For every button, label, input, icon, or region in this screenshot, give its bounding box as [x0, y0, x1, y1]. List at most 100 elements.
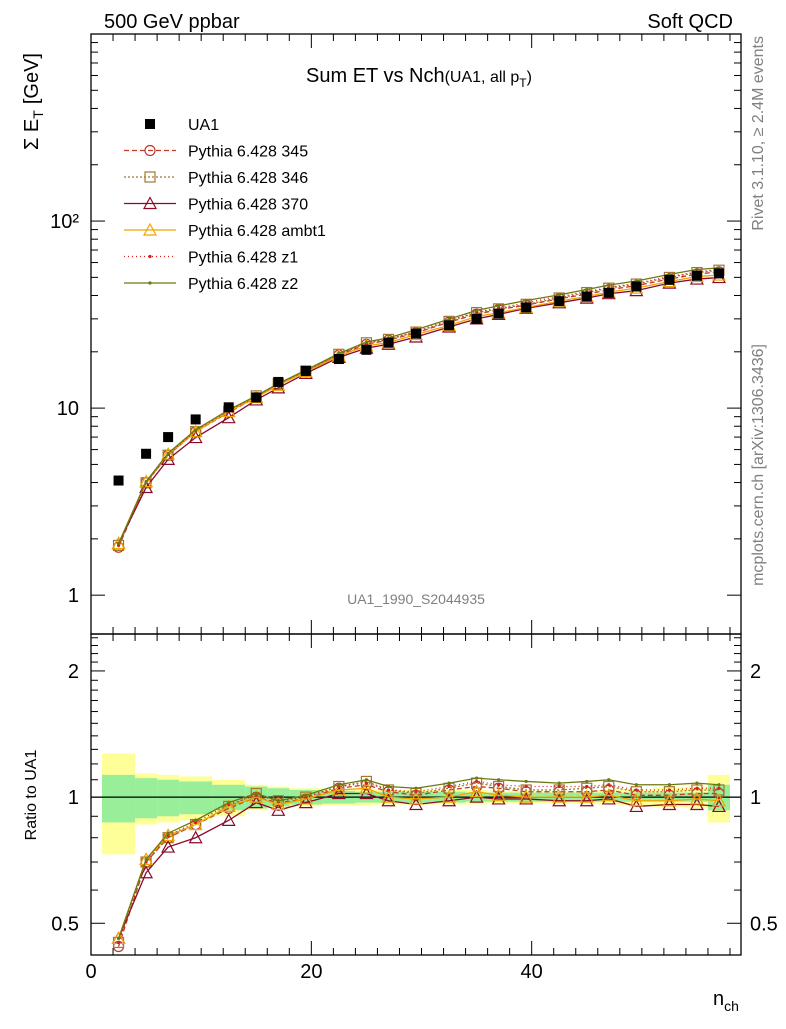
series-marker	[601, 788, 616, 801]
series-marker	[662, 797, 677, 811]
header-right-label: Soft QCD	[647, 11, 733, 33]
series-marker	[188, 424, 203, 438]
ratio-plot-frame	[90, 633, 742, 956]
series-marker	[695, 786, 699, 790]
x-axis-label: nch	[713, 988, 739, 1014]
series-marker	[493, 780, 505, 793]
ratio-series	[111, 775, 726, 953]
series-marker	[254, 791, 258, 796]
series-marker	[414, 790, 418, 794]
ratio-axis-label: Ratio to UA1	[23, 750, 40, 841]
legend-label: Pythia 6.428 345	[188, 144, 308, 161]
data-point-ua1	[444, 320, 455, 331]
data-point-ua1	[300, 365, 311, 376]
series-marker	[331, 786, 346, 800]
chart-title-main: Sum ET vs Nch	[306, 65, 445, 87]
series-marker	[629, 793, 644, 807]
ratio-tick-label-left: 2	[68, 661, 79, 683]
data-point-ua1	[113, 475, 124, 486]
chart-title-sub: T	[519, 76, 527, 90]
ratio-tick-label-right: 1	[750, 787, 761, 809]
series-marker	[250, 787, 262, 800]
legend-label: Pythia 6.428 ambt1	[188, 223, 326, 240]
y-tick-label: 1	[68, 585, 79, 607]
series-marker	[142, 222, 158, 236]
axis-tick-labels: 0 20 40 1 10 10² 0.5 0.5 1 1 2 2	[50, 211, 778, 983]
series-marker	[144, 171, 156, 183]
reference-tag: UA1_1990_S2044935	[347, 591, 485, 607]
chart-title-suffix: (UA1, all p	[445, 69, 520, 86]
series-marker	[667, 783, 671, 787]
series-marker	[304, 793, 308, 797]
series-marker	[601, 791, 616, 805]
series-marker	[364, 340, 369, 344]
x-tick-label: 40	[521, 961, 543, 983]
series-marker	[607, 283, 611, 287]
series-marker	[148, 254, 152, 259]
series-marker	[298, 795, 313, 809]
data-point-ua1	[713, 268, 724, 279]
series-marker	[116, 542, 121, 546]
data-points	[113, 268, 724, 486]
series-line-main	[117, 274, 720, 544]
series-line-ratio	[117, 792, 720, 939]
data-point-ua1	[691, 270, 702, 281]
x-axis-label-sub: ch	[724, 998, 739, 1014]
legend-label: UA1	[188, 117, 219, 134]
series-marker	[331, 782, 346, 796]
data-point-ua1	[664, 274, 675, 285]
series-line-main	[117, 276, 720, 544]
series-marker	[552, 793, 567, 807]
series-marker	[497, 304, 501, 308]
y-axis-label: Σ ET [GeV]	[21, 53, 46, 150]
series-marker	[474, 776, 479, 780]
series-marker	[630, 786, 642, 798]
header-left-label: 500 GeV ppbar	[104, 11, 240, 33]
x-tick-label: 0	[85, 961, 96, 983]
series-marker	[161, 839, 176, 853]
x-axis-label-main: n	[713, 988, 724, 1010]
data-point-ua1	[471, 313, 482, 324]
series-marker	[585, 287, 589, 292]
series-marker	[227, 801, 231, 805]
series-marker	[634, 788, 638, 792]
series-marker	[249, 789, 264, 803]
series-marker	[298, 791, 313, 805]
series-marker	[691, 784, 703, 796]
series-marker	[557, 781, 561, 785]
data-point-ua1	[163, 432, 174, 443]
series-marker	[139, 474, 154, 488]
legend-label: Pythia 6.428 370	[188, 197, 308, 214]
series-marker	[717, 783, 721, 787]
y-axis-label-main: Σ E	[21, 119, 43, 150]
data-point-ua1	[521, 302, 532, 313]
x-tick-label: 20	[300, 961, 322, 983]
series-marker	[386, 788, 391, 792]
y-tick-label: 10²	[50, 211, 79, 233]
series-marker	[414, 786, 418, 790]
series-marker	[116, 940, 121, 945]
series-marker	[447, 317, 451, 321]
series-marker	[386, 784, 391, 789]
source-label: mcplots.cern.ch [arXiv:1306.3436]	[750, 344, 767, 586]
series-marker	[667, 788, 671, 792]
series-marker	[364, 778, 369, 782]
series-marker	[524, 298, 528, 303]
series-line-main	[117, 269, 720, 546]
series-marker	[519, 791, 534, 805]
series-marker	[188, 830, 203, 844]
series-marker	[142, 196, 158, 210]
series-marker	[519, 789, 534, 803]
series-line-ratio	[117, 784, 719, 947]
series-line-ratio	[117, 787, 720, 939]
series-marker	[579, 793, 594, 807]
series-marker	[447, 781, 451, 785]
legend-label: Pythia 6.428 z2	[188, 276, 298, 293]
legend: UA1 Pythia 6.428 345 Pythia 6.428 346 Pythi…	[124, 117, 326, 293]
series-marker	[408, 791, 424, 805]
series-marker	[276, 799, 280, 803]
series-marker	[663, 786, 675, 798]
y-tick-label: 10	[57, 398, 79, 420]
series-marker	[381, 789, 396, 803]
